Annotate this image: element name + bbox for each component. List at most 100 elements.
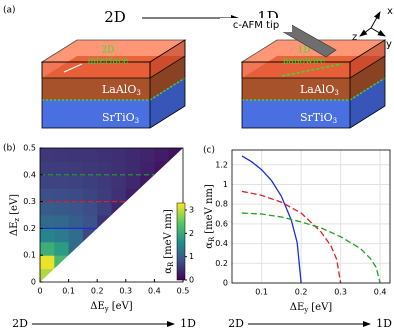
heatmap-cell <box>97 174 112 189</box>
heatmap-cell <box>54 255 70 270</box>
axis-name: x <box>387 6 393 17</box>
heatmap-cell <box>82 201 98 216</box>
layer-front <box>42 78 150 100</box>
y-tick-label: 0.4 <box>215 239 228 248</box>
nanowire <box>281 63 343 77</box>
heatmap-cell <box>68 241 84 256</box>
label-symbol: ΔE <box>9 222 20 237</box>
heatmap-cell <box>140 148 155 162</box>
from-label: 2D <box>104 8 126 26</box>
heatmap-cell <box>97 215 112 229</box>
y-tick-label: 0.6 <box>215 219 228 228</box>
substrate-side <box>150 78 185 128</box>
heatmap-cell <box>82 148 98 162</box>
x-tick-label: 0.1 <box>255 288 268 297</box>
heatmap-cell <box>97 188 112 203</box>
x-tick-label: 0.1 <box>62 287 75 296</box>
x-tick-label: 0.3 <box>119 287 132 296</box>
series-line <box>241 212 381 284</box>
heatmap-cell <box>82 161 98 176</box>
heatmap-cell <box>40 188 55 203</box>
heatmap-cell <box>54 148 70 162</box>
heatmap-cell <box>97 161 112 176</box>
arrow-to: 1D <box>376 317 392 330</box>
heatmap-cell <box>111 174 127 189</box>
label-unit: [meV nm] <box>204 184 215 234</box>
label-unit: [eV] <box>9 194 20 215</box>
axis-arrow <box>359 27 372 37</box>
tip-label-box <box>220 18 292 32</box>
x-tick-label: 0.4 <box>374 288 387 297</box>
substrate-front <box>42 100 150 128</box>
heatmap-cell <box>40 241 55 256</box>
heatmap-cell <box>68 174 84 189</box>
heatmap-cell <box>40 228 55 243</box>
block-2d: 2D interface LaAlO3 SrTiO3 <box>40 39 187 129</box>
heatmap-cell <box>111 201 127 216</box>
axes-glyph: x z y <box>352 6 393 50</box>
substrate-front <box>242 100 350 128</box>
heatmap-cell <box>125 161 141 176</box>
label-sub: R <box>208 236 216 242</box>
heatmap-cell <box>140 174 155 189</box>
heatmap-cell <box>54 228 70 243</box>
heatmap-cell <box>82 174 98 189</box>
x-tick-label: 0.2 <box>295 288 308 297</box>
heatmap-cell <box>111 188 127 203</box>
label-symbol: ΔE <box>90 301 105 312</box>
heatmap-cell <box>54 215 70 229</box>
y-tick-label: 0.5 <box>23 144 36 153</box>
label-sub: y <box>104 305 109 313</box>
outline <box>349 40 386 129</box>
heatmap-cell <box>125 188 141 203</box>
label-symbol: α <box>204 242 215 249</box>
heatmap-cell <box>54 174 70 189</box>
heatmap-cell <box>97 201 112 216</box>
label-unit: [eV] <box>112 301 133 312</box>
x-tick-label: 0.2 <box>91 287 104 296</box>
y-axis-label: αR [meV nm] <box>204 184 217 249</box>
pointer <box>63 63 83 73</box>
heatmap-cell <box>54 188 70 203</box>
y-axis-label: ΔEz [eV] <box>9 194 22 236</box>
heatmap-cell <box>125 174 141 189</box>
label-symbol: α <box>163 267 174 274</box>
layer-name: LaAlO3 <box>102 83 141 97</box>
substrate-side <box>350 78 385 128</box>
label-sub: z <box>13 218 21 222</box>
x-tick-label: 0 <box>37 287 42 296</box>
heatmap-cell <box>40 161 55 176</box>
outline <box>41 61 151 129</box>
heatmap-cell <box>40 201 55 216</box>
x-tick-label: 0.4 <box>148 287 161 296</box>
x-axis-label: ΔEy [eV] <box>90 301 133 314</box>
heatmap-cell <box>68 201 84 216</box>
label-unit: [eV] <box>311 302 332 313</box>
arrow-from: 2D <box>228 317 244 330</box>
heatmap-cell <box>82 228 98 243</box>
colorbar-tick-label: 2 <box>189 229 194 238</box>
heatmap-cell <box>154 161 170 176</box>
y-tick-label: 0 <box>31 278 36 287</box>
layer-side <box>350 56 385 100</box>
heatmap-cell <box>111 148 127 162</box>
y-tick-label: 0.8 <box>215 200 228 209</box>
panel-label: (a) <box>3 6 16 16</box>
tip-label: c-AFM tip <box>233 20 279 31</box>
heatmap-cell <box>154 148 170 162</box>
panel-label: (c) <box>203 146 215 156</box>
outline <box>149 40 186 129</box>
layer-name: SrTiO3 <box>300 111 337 125</box>
arrow-to: 1D <box>180 317 196 330</box>
heatmap-cell <box>82 188 98 203</box>
heatmap-cell <box>54 161 70 176</box>
series-line <box>241 190 342 284</box>
feature: 1D <box>298 46 311 56</box>
heatmap-cell <box>68 188 84 203</box>
colorbar-tick-label: 0 <box>189 276 194 285</box>
heatmap-cell <box>40 268 55 282</box>
heatmap-cell <box>54 201 70 216</box>
y-tick-label: 1 <box>223 180 228 189</box>
